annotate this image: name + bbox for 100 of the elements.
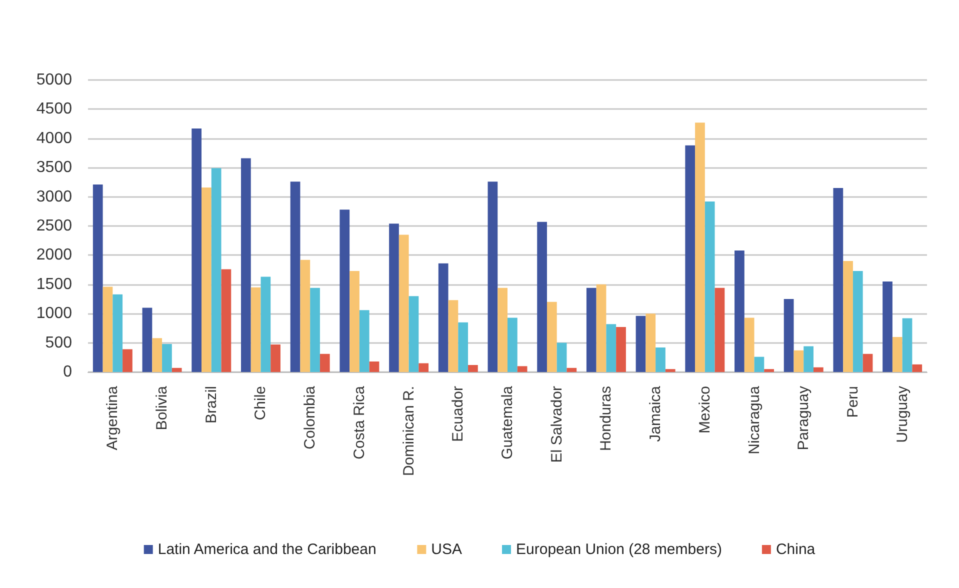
x-tick-label: Costa Rica xyxy=(350,385,368,460)
x-tick-label: El Salvador xyxy=(548,386,566,463)
bar xyxy=(92,184,103,372)
bar xyxy=(556,342,567,372)
bar xyxy=(350,270,360,372)
bar xyxy=(862,354,873,372)
bar xyxy=(468,364,478,372)
y-tick-label: 5000 xyxy=(36,72,72,88)
y-tick-label: 4500 xyxy=(36,100,72,118)
bar xyxy=(192,128,202,372)
bar xyxy=(704,201,715,372)
bar xyxy=(764,369,774,372)
x-tick-label: Uruguay xyxy=(894,386,911,443)
y-tick-label: 1500 xyxy=(36,276,72,293)
x-tick-label: Colombia xyxy=(302,385,319,450)
x-tick-label: Mexico xyxy=(696,386,714,434)
bar xyxy=(714,288,725,372)
bar xyxy=(448,300,458,372)
x-tick-label: Honduras xyxy=(598,386,615,452)
bar xyxy=(804,346,814,372)
bar xyxy=(833,188,844,372)
bar xyxy=(616,327,626,372)
bar xyxy=(488,182,498,372)
bar xyxy=(202,187,212,372)
bar xyxy=(508,318,518,372)
bar xyxy=(389,224,399,372)
bar xyxy=(221,269,232,372)
bar xyxy=(270,344,280,372)
bar xyxy=(260,276,271,372)
bar xyxy=(744,318,754,372)
bar xyxy=(566,368,577,372)
y-tick-label: 1000 xyxy=(36,305,72,322)
bar xyxy=(813,367,824,372)
bar xyxy=(310,288,320,372)
bar xyxy=(112,294,123,372)
bar xyxy=(882,281,892,372)
bar xyxy=(665,369,676,372)
y-tick-label: 3500 xyxy=(36,159,72,176)
bar xyxy=(734,250,744,372)
y-tick-label: 2000 xyxy=(36,246,72,264)
x-tick-label: Nicaragua xyxy=(746,385,763,454)
bar xyxy=(172,368,182,372)
bar xyxy=(902,318,912,372)
x-tick-label: Paraguay xyxy=(795,386,812,450)
bar xyxy=(152,338,162,372)
bar xyxy=(596,284,606,372)
y-tick-label: 500 xyxy=(45,334,72,352)
y-tick-label: 3000 xyxy=(36,188,72,206)
bar xyxy=(418,363,429,372)
bar xyxy=(912,364,922,372)
legend-label: European Union (28 members) xyxy=(516,541,722,558)
bar xyxy=(142,308,152,372)
y-tick-label: 0 xyxy=(63,364,72,380)
bar xyxy=(240,158,251,372)
bar xyxy=(359,310,370,372)
legend-label: USA xyxy=(431,541,462,558)
legend-label: China xyxy=(776,541,816,558)
bar xyxy=(250,287,261,372)
bar xyxy=(498,288,508,372)
bar xyxy=(458,322,468,372)
bar xyxy=(290,182,300,372)
y-tick-label: 4000 xyxy=(36,130,72,147)
bar xyxy=(636,316,646,372)
bar xyxy=(892,336,902,372)
x-tick-label: Dominican R. xyxy=(400,386,418,476)
bar xyxy=(843,261,853,372)
x-tick-label: Bolivia xyxy=(154,385,171,430)
bar xyxy=(398,234,409,372)
bar xyxy=(586,288,596,372)
bar xyxy=(784,299,794,372)
bar xyxy=(102,286,113,372)
legend-label: Latin America and the Caribbean xyxy=(158,541,376,558)
bar xyxy=(517,366,528,372)
x-tick-label: Argentina xyxy=(104,385,122,450)
bar xyxy=(606,324,616,372)
bar xyxy=(537,222,547,372)
bar xyxy=(408,296,419,372)
bar xyxy=(685,145,696,372)
bar xyxy=(852,270,863,372)
bar xyxy=(340,210,350,372)
x-tick-label: Guatemala xyxy=(499,385,516,460)
bar xyxy=(546,302,557,372)
bar xyxy=(695,122,705,372)
x-tick-label: Peru xyxy=(844,386,862,418)
y-tick-label: 2500 xyxy=(36,218,72,234)
bar xyxy=(646,314,656,372)
bar xyxy=(162,344,172,372)
bar xyxy=(320,354,330,372)
x-tick-label: Chile xyxy=(252,386,270,420)
bar xyxy=(300,260,310,372)
bar xyxy=(754,356,764,372)
bar xyxy=(122,349,132,372)
bar xyxy=(656,347,666,372)
bar xyxy=(794,350,804,372)
x-tick-label: Jamaica xyxy=(647,385,664,442)
bar xyxy=(369,361,380,372)
bar xyxy=(438,263,448,372)
x-tick-label: Brazil xyxy=(202,386,220,424)
bar xyxy=(211,168,222,372)
x-tick-label: Ecuador xyxy=(450,386,467,442)
